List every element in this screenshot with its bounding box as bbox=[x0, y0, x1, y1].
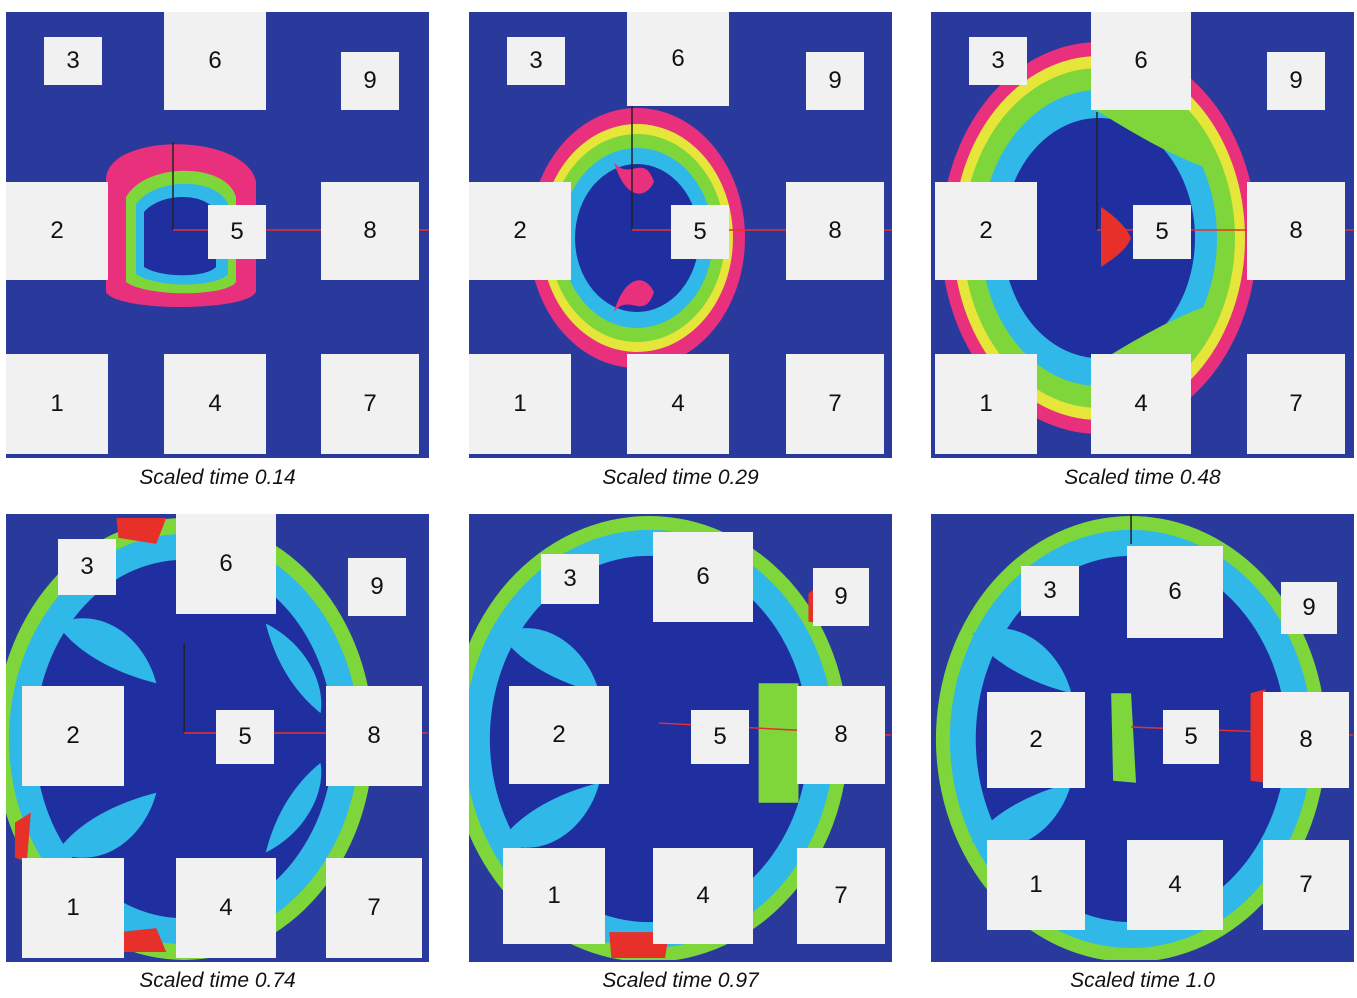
block-5: 5 bbox=[671, 205, 729, 259]
panel-6: 3 6 9 2 5 8 1 4 7 bbox=[931, 514, 1354, 962]
block-8: 8 bbox=[786, 182, 884, 280]
panel-1: 3 6 9 2 5 8 1 4 7 bbox=[6, 12, 429, 458]
block-1: 1 bbox=[6, 354, 108, 454]
block-4: 4 bbox=[176, 858, 276, 958]
block-7: 7 bbox=[1263, 840, 1349, 930]
block-2: 2 bbox=[469, 182, 571, 280]
block-7: 7 bbox=[797, 848, 885, 944]
block-8: 8 bbox=[797, 686, 885, 784]
block-6: 6 bbox=[164, 12, 266, 110]
field-plot-1 bbox=[106, 142, 429, 307]
block-9: 9 bbox=[1281, 582, 1337, 634]
block-2: 2 bbox=[6, 182, 108, 280]
block-3: 3 bbox=[541, 554, 599, 604]
block-6: 6 bbox=[1127, 546, 1223, 638]
block-1: 1 bbox=[987, 840, 1085, 930]
block-5: 5 bbox=[691, 710, 749, 764]
block-7: 7 bbox=[786, 354, 884, 454]
block-7: 7 bbox=[326, 858, 422, 958]
panel-4: 3 6 9 2 5 8 1 4 7 bbox=[6, 514, 429, 962]
caption-3: Scaled time 0.48 bbox=[1064, 466, 1221, 489]
block-6: 6 bbox=[1091, 12, 1191, 110]
block-4: 4 bbox=[1127, 840, 1223, 930]
field-plot-3 bbox=[941, 42, 1354, 434]
panel-2: 3 6 9 2 5 8 1 4 7 bbox=[469, 12, 892, 458]
block-7: 7 bbox=[321, 354, 419, 454]
block-2: 2 bbox=[935, 182, 1037, 280]
block-9: 9 bbox=[341, 52, 399, 110]
block-5: 5 bbox=[1163, 710, 1219, 764]
block-6: 6 bbox=[176, 514, 276, 614]
block-9: 9 bbox=[1267, 52, 1325, 110]
block-3: 3 bbox=[507, 37, 565, 85]
block-1: 1 bbox=[22, 858, 124, 958]
block-9: 9 bbox=[348, 558, 406, 616]
block-6: 6 bbox=[653, 532, 753, 622]
block-4: 4 bbox=[653, 848, 753, 944]
caption-4: Scaled time 0.74 bbox=[139, 969, 296, 992]
caption-5: Scaled time 0.97 bbox=[602, 969, 759, 992]
block-8: 8 bbox=[1247, 182, 1345, 280]
block-5: 5 bbox=[1133, 205, 1191, 259]
block-3: 3 bbox=[44, 37, 102, 85]
block-5: 5 bbox=[216, 710, 274, 764]
field-plot-2 bbox=[529, 12, 892, 368]
block-3: 3 bbox=[58, 539, 116, 595]
block-4: 4 bbox=[164, 354, 266, 454]
block-9: 9 bbox=[806, 52, 864, 110]
block-8: 8 bbox=[321, 182, 419, 280]
block-1: 1 bbox=[935, 354, 1037, 454]
block-3: 3 bbox=[969, 37, 1027, 85]
block-2: 2 bbox=[22, 686, 124, 786]
block-3: 3 bbox=[1021, 566, 1079, 616]
field-plot-4 bbox=[6, 517, 429, 960]
block-1: 1 bbox=[503, 848, 605, 944]
block-5: 5 bbox=[208, 205, 266, 259]
caption-6: Scaled time 1.0 bbox=[1070, 969, 1215, 992]
caption-1: Scaled time 0.14 bbox=[139, 466, 296, 489]
caption-2: Scaled time 0.29 bbox=[602, 466, 759, 489]
block-7: 7 bbox=[1247, 354, 1345, 454]
panel-3: 3 6 9 2 5 8 1 4 7 bbox=[931, 12, 1354, 458]
block-8: 8 bbox=[1263, 692, 1349, 788]
block-4: 4 bbox=[627, 354, 729, 454]
block-9: 9 bbox=[813, 568, 869, 626]
block-6: 6 bbox=[627, 12, 729, 106]
block-2: 2 bbox=[509, 686, 609, 784]
panel-5: 3 6 9 2 5 8 1 4 7 bbox=[469, 514, 892, 962]
block-2: 2 bbox=[987, 692, 1085, 788]
block-4: 4 bbox=[1091, 354, 1191, 454]
block-1: 1 bbox=[469, 354, 571, 454]
block-8: 8 bbox=[326, 686, 422, 786]
